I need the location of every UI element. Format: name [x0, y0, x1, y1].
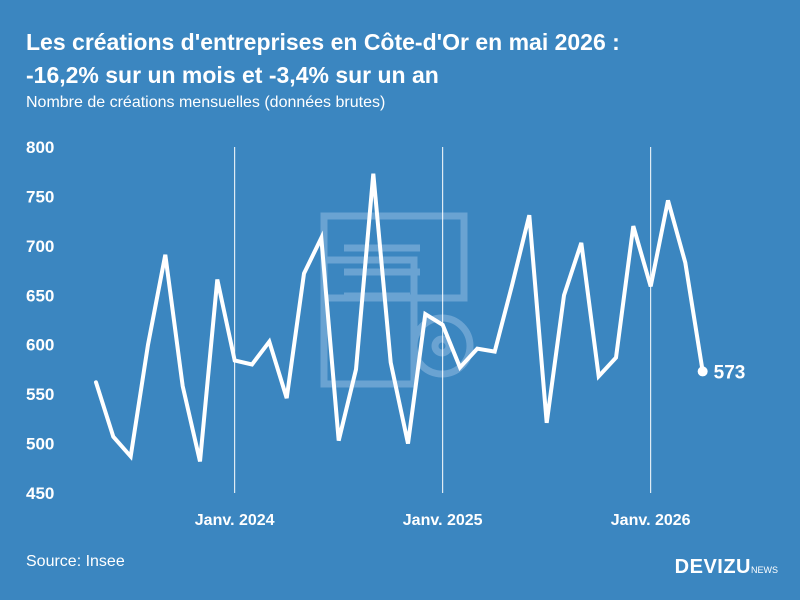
document-icon [320, 212, 474, 388]
source-note: Source: Insee [26, 553, 125, 570]
title-line-2: -16,2% sur un mois et -3,4% sur un an [26, 62, 439, 88]
y-tick-label: 700 [26, 237, 54, 256]
y-tick-label: 800 [26, 138, 54, 157]
x-tick-label: Janv. 2026 [611, 512, 691, 529]
y-tick-label: 600 [26, 336, 54, 355]
x-tick-label: Janv. 2024 [195, 512, 275, 529]
y-tick-label: 550 [26, 385, 54, 404]
chart-title: Les créations d'entreprises en Côte-d'Or… [26, 26, 786, 92]
y-tick-label: 650 [26, 286, 54, 305]
title-line-1: Les créations d'entreprises en Côte-d'Or… [26, 29, 620, 55]
brand-suffix: NEWS [751, 565, 778, 575]
last-point-marker [697, 366, 708, 377]
series-line [94, 173, 705, 462]
watermark-badge [410, 314, 474, 378]
last-value-label: 573 [714, 362, 746, 383]
y-tick-label: 500 [26, 435, 54, 454]
watermark-badge-dot [431, 335, 453, 357]
y-tick-label: 450 [26, 484, 54, 503]
brand-name: DEVIZU [674, 556, 751, 578]
brand-logo: DEVIZUNEWS [675, 556, 778, 579]
chart-subtitle: Nombre de créations mensuelles (données … [26, 94, 386, 111]
y-tick-label: 750 [26, 187, 54, 206]
watermark-page [320, 256, 418, 388]
x-tick-label: Janv. 2025 [403, 512, 483, 529]
y-axis: 450 500 550 600 650 700 750 800 [26, 138, 54, 503]
x-axis: Janv. 2024 Janv. 2025 Janv. 2026 [195, 512, 691, 529]
x-gridlines [234, 147, 652, 493]
